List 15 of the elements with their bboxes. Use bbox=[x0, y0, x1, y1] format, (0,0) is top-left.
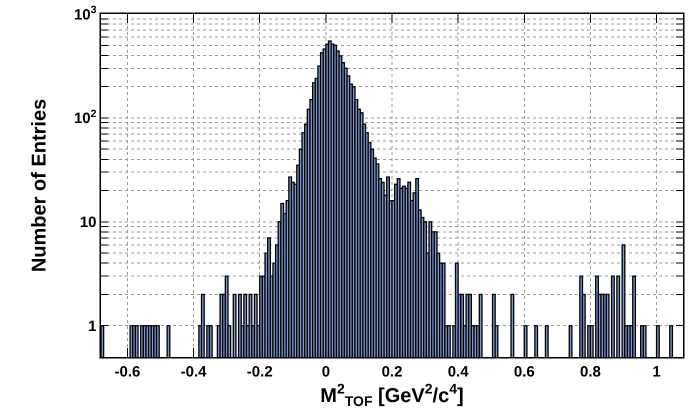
x-tick-label: 0.4 bbox=[448, 364, 470, 380]
x-tick-label: 0.8 bbox=[580, 364, 601, 380]
x-axis-title: M$^{2}$$_{TOF}$ [GeV$^{2}$/c$^{4}$] bbox=[320, 380, 464, 410]
x-tick-label: -0.4 bbox=[180, 364, 208, 380]
y-axis-title: Number of Entries bbox=[28, 98, 51, 272]
y-tick-label: 10$^{3}$ bbox=[74, 4, 97, 24]
y-tick-label: 10 bbox=[80, 214, 96, 232]
x-tick-label: 0.2 bbox=[382, 364, 402, 380]
x-tick-label: -0.2 bbox=[246, 364, 273, 380]
y-tick-label: 1 bbox=[88, 318, 96, 335]
x-tick-label: -0.6 bbox=[114, 364, 140, 380]
x-tick-label: 0.6 bbox=[514, 364, 535, 380]
x-tick-label: 1 bbox=[652, 364, 661, 380]
y-tick-label: 10$^{2}$ bbox=[74, 108, 97, 128]
x-tick-label: 0 bbox=[322, 364, 330, 380]
